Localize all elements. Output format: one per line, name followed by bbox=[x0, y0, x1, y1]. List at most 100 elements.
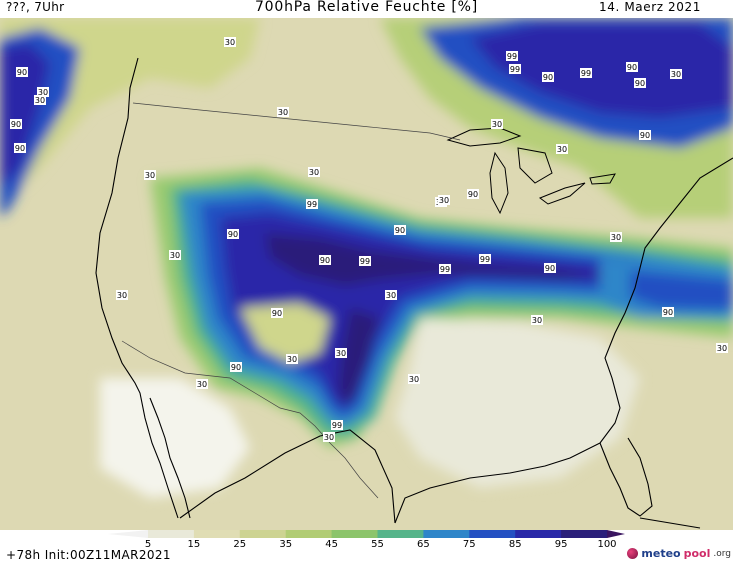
legend-swatch bbox=[285, 530, 333, 538]
contour-label: 30 bbox=[116, 290, 128, 300]
legend-tick-label: 5 bbox=[145, 539, 151, 548]
lake-superior bbox=[446, 127, 522, 147]
contour-label: 90 bbox=[662, 307, 674, 317]
lake-michigan bbox=[489, 151, 509, 215]
contour-label-box bbox=[335, 348, 347, 358]
legend-swatch bbox=[515, 530, 562, 538]
contour-label-text: 99 bbox=[480, 255, 490, 264]
contour-label-box bbox=[308, 167, 320, 177]
contour-label: 30 bbox=[37, 87, 49, 97]
legend-tick-label: 25 bbox=[233, 539, 246, 548]
valid-day-label: ???, 7Uhr bbox=[6, 0, 65, 14]
brand-part-meteo: meteo bbox=[641, 547, 681, 560]
contour-label-box bbox=[10, 119, 22, 129]
legend-swatch bbox=[331, 530, 378, 538]
contour-label-box bbox=[542, 72, 554, 82]
contour-label-box bbox=[662, 307, 674, 317]
lake-erie bbox=[538, 182, 586, 205]
cuba-coast bbox=[639, 517, 701, 529]
us-gulf-coast bbox=[394, 442, 601, 524]
legend-tick-label: 35 bbox=[279, 539, 292, 548]
contour-label-box bbox=[116, 290, 128, 300]
contour-label-box bbox=[394, 225, 406, 235]
legend-swatch bbox=[423, 530, 470, 538]
contour-label-box bbox=[385, 290, 397, 300]
run-info-label: +78h Init:00Z11MAR2021 bbox=[6, 548, 171, 562]
mexico-gulf-coast bbox=[179, 429, 396, 524]
contour-label: 90 bbox=[634, 78, 646, 88]
contour-label: 99 bbox=[509, 64, 521, 74]
mexico-border bbox=[121, 340, 379, 499]
contour-label-text: 30 bbox=[35, 96, 45, 105]
contour-label-box bbox=[34, 95, 46, 105]
legend-tick-label: 95 bbox=[555, 539, 568, 548]
contour-label: 99 bbox=[306, 199, 318, 209]
contour-label-text: 30 bbox=[557, 145, 567, 154]
legend-low-arrow bbox=[108, 530, 148, 538]
contour-label-box bbox=[271, 308, 283, 318]
contour-label-text: 30 bbox=[117, 291, 127, 300]
contour-label-box bbox=[196, 379, 208, 389]
contour-label: 90 bbox=[227, 229, 239, 239]
contour-label-text: 99 bbox=[507, 52, 517, 61]
contour-label: 90 bbox=[626, 62, 638, 72]
contour-label-box bbox=[14, 143, 26, 153]
contour-label: 90 bbox=[230, 362, 242, 372]
borders bbox=[121, 102, 461, 499]
contour-label: 30 bbox=[491, 119, 503, 129]
legend-tick-label: 15 bbox=[188, 539, 201, 548]
contour-label-box bbox=[144, 170, 156, 180]
contour-label-text: 99 bbox=[307, 200, 317, 209]
contour-label-box bbox=[169, 250, 181, 260]
contour-label: 30 bbox=[34, 95, 46, 105]
legend-tick-label: 75 bbox=[463, 539, 476, 548]
brand-part-pool: pool bbox=[683, 547, 711, 560]
contour-label-text: 90 bbox=[231, 363, 241, 372]
contour-label: 90 bbox=[639, 130, 651, 140]
legend-swatch bbox=[148, 530, 195, 538]
contour-label-box bbox=[634, 78, 646, 88]
contour-label-box bbox=[626, 62, 638, 72]
contour-label: 30 bbox=[610, 232, 622, 242]
contour-label-text: 99 bbox=[360, 257, 370, 266]
contour-label: 30 bbox=[224, 37, 236, 47]
contour-label: 90 bbox=[14, 143, 26, 153]
contour-label-box bbox=[491, 119, 503, 129]
contour-label: 99 bbox=[506, 51, 518, 61]
contour-label-text: 30 bbox=[225, 38, 235, 47]
contour-label-text: 30 bbox=[671, 70, 681, 79]
contour-label-text: 30 bbox=[532, 316, 542, 325]
lake-ontario bbox=[589, 173, 616, 185]
contour-label: 30 bbox=[556, 144, 568, 154]
map-title: 700hPa Relative Feuchte [%] bbox=[254, 0, 479, 15]
contour-label-box bbox=[16, 67, 28, 77]
contour-label-text: 90 bbox=[395, 226, 405, 235]
legend-tick-label: 65 bbox=[417, 539, 430, 548]
contour-label-text: 90 bbox=[627, 63, 637, 72]
contour-label-text: 30 bbox=[197, 380, 207, 389]
contour-label-text: 30 bbox=[386, 291, 396, 300]
contour-label-box bbox=[230, 362, 242, 372]
contour-label: 99 bbox=[331, 420, 343, 430]
contour-label-text: 30 bbox=[309, 168, 319, 177]
contour-label: 30 bbox=[385, 290, 397, 300]
contour-label-text: 30 bbox=[439, 196, 449, 205]
contour-label-box bbox=[580, 68, 592, 78]
contour-label: 90 bbox=[394, 225, 406, 235]
contour-label-box bbox=[319, 255, 331, 265]
color-legend: 5 15 25 35 45 55 65 75 85 95 100 bbox=[108, 530, 625, 548]
great-lakes bbox=[446, 127, 616, 215]
contour-label: 30 bbox=[196, 379, 208, 389]
contour-label: 90 bbox=[542, 72, 554, 82]
contour-label-box bbox=[544, 263, 556, 273]
contour-label-text: 90 bbox=[545, 264, 555, 273]
legend-tick-label: 100 bbox=[597, 539, 616, 548]
humidity-map: 3090309090303030909999909999903090999990… bbox=[0, 18, 733, 530]
contour-label-text: 30 bbox=[145, 171, 155, 180]
contour-label-box bbox=[306, 199, 318, 209]
contour-label: 30 bbox=[716, 343, 728, 353]
coastlines bbox=[95, 57, 733, 529]
lake-huron bbox=[517, 147, 553, 184]
contour-label: 30 bbox=[169, 250, 181, 260]
contour-labels: 3090309090303030909999909999903090999990… bbox=[10, 37, 728, 442]
